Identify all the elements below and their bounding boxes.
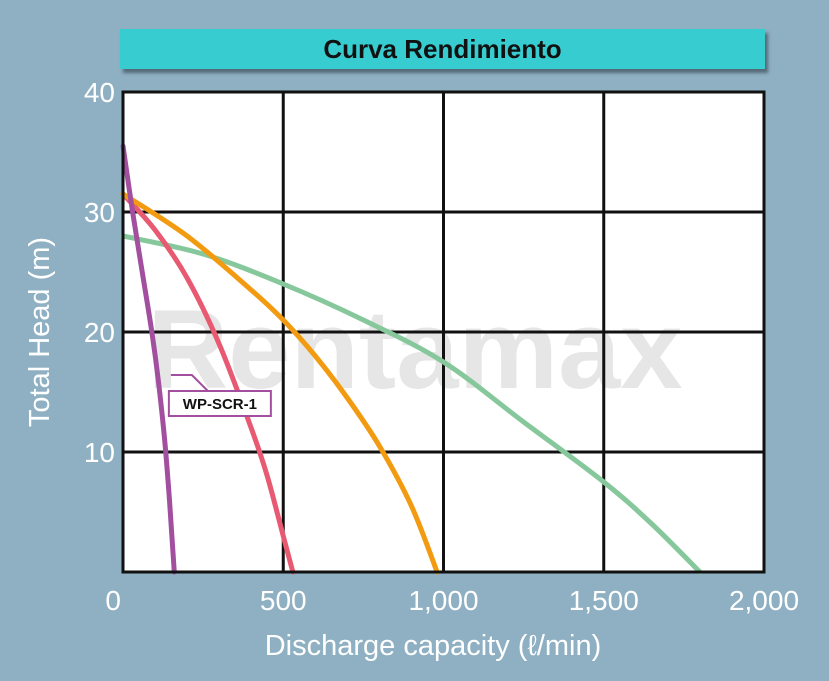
x-tick-label: 0 — [105, 585, 121, 616]
y-tick-label: 20 — [84, 317, 115, 348]
series-line-1 — [120, 143, 177, 575]
y-tick-label: 10 — [84, 437, 115, 468]
x-tick-label: 500 — [260, 585, 307, 616]
chart-title-banner: Curva Rendimiento — [120, 29, 765, 69]
series-line-2 — [120, 191, 296, 575]
series-line-4 — [120, 233, 703, 575]
y-tick-label: 30 — [84, 197, 115, 228]
x-axis-label: Discharge capacity (ℓ/min) — [265, 630, 602, 662]
y-tick-label: 40 — [84, 77, 115, 108]
plot-frame — [121, 90, 766, 574]
x-tick-label: 1,000 — [408, 585, 478, 616]
annotation-box — [167, 390, 272, 417]
annotation-label: WP-SCR-1 — [183, 396, 257, 413]
series-line-3 — [120, 191, 440, 575]
annotation-leader — [170, 374, 209, 392]
y-axis-label: Total Head (m) — [24, 237, 56, 427]
x-tick-label: 1,500 — [569, 585, 639, 616]
x-tick-label: 2,000 — [729, 585, 799, 616]
chart-title: Curva Rendimiento — [323, 33, 562, 64]
